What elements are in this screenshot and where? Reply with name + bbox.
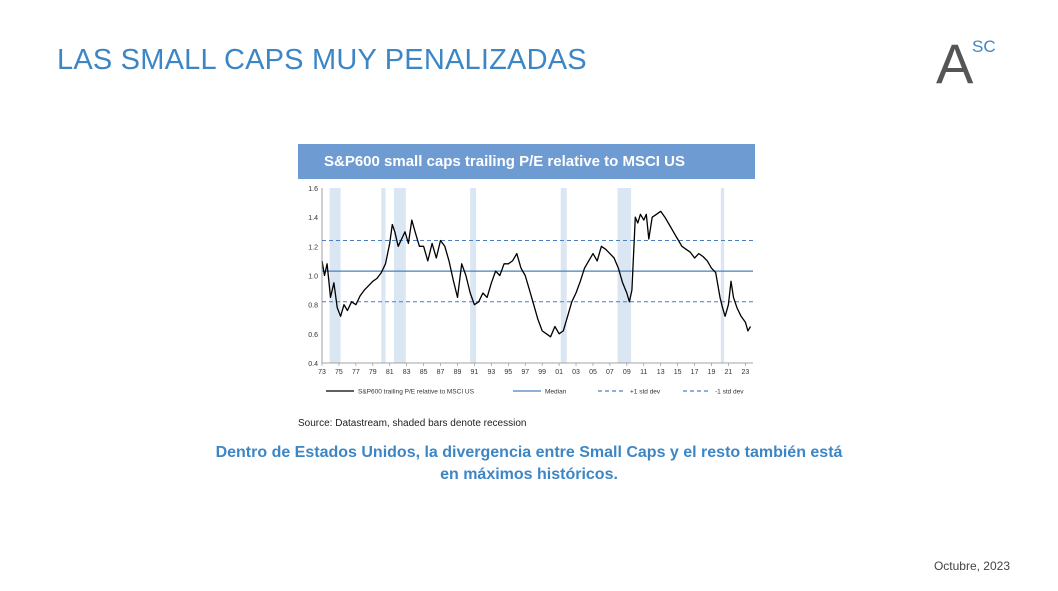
y-tick-label: 0.8 bbox=[308, 303, 318, 310]
recession-bar bbox=[329, 188, 341, 363]
legend: S&P600 trailing P/E relative to MSCI US M… bbox=[326, 389, 744, 396]
x-tick-label: 11 bbox=[640, 369, 647, 376]
logo-letter: A bbox=[936, 32, 974, 95]
pe-ratio-series-line bbox=[321, 210, 752, 338]
x-tick-label: 81 bbox=[386, 369, 394, 376]
x-tick-label: 01 bbox=[555, 369, 563, 376]
x-tick-label: 91 bbox=[471, 369, 479, 376]
legend-label: S&P600 trailing P/E relative to MSCI US bbox=[358, 389, 475, 396]
logo-superscript: SC bbox=[972, 37, 996, 56]
y-tick-label: 1.0 bbox=[308, 274, 318, 281]
x-tick-label: 87 bbox=[437, 369, 445, 376]
caption-line-1: Dentro de Estados Unidos, la divergencia… bbox=[215, 444, 843, 461]
x-tick-label: 75 bbox=[335, 369, 343, 376]
pe-ratio-chart: 0.4 0.6 0.8 1.0 1.2 1.4 1.6 73 75 77 79 81 83 85 87 89 9… bbox=[308, 186, 753, 396]
x-tick-label: 85 bbox=[420, 369, 428, 376]
y-tick-label: 1.6 bbox=[308, 186, 318, 193]
y-tick-label: 0.6 bbox=[308, 332, 318, 339]
recession-bar bbox=[381, 188, 386, 363]
x-tick-label: 89 bbox=[454, 369, 462, 376]
x-tick-label: 97 bbox=[521, 369, 529, 376]
x-tick-label: 19 bbox=[708, 369, 716, 376]
legend-label: +1 std dev bbox=[630, 389, 661, 396]
x-tick-label: 79 bbox=[369, 369, 377, 376]
x-tick-label: 95 bbox=[504, 369, 512, 376]
chart-source: Source: Datastream, shaded bars denote r… bbox=[298, 418, 527, 429]
x-tick-label: 73 bbox=[318, 369, 326, 376]
x-tick-label: 07 bbox=[606, 369, 614, 376]
recession-bars bbox=[329, 188, 725, 363]
recession-bar bbox=[560, 188, 567, 363]
chart-title: S&P600 small caps trailing P/E relative … bbox=[298, 144, 755, 179]
x-tick-label: 17 bbox=[691, 369, 699, 376]
x-tick-label: 23 bbox=[741, 369, 749, 376]
y-tick-label: 0.4 bbox=[308, 361, 318, 368]
y-tick-label: 1.2 bbox=[308, 244, 318, 251]
recession-bar bbox=[720, 188, 725, 363]
x-tick-label: 21 bbox=[725, 369, 733, 376]
x-tick-label: 83 bbox=[403, 369, 411, 376]
x-tick-label: 93 bbox=[487, 369, 495, 376]
x-tick-label: 05 bbox=[589, 369, 597, 376]
axes: 0.4 0.6 0.8 1.0 1.2 1.4 1.6 73 75 77 79 81 83 85 87 89 9… bbox=[308, 186, 753, 376]
x-tick-label: 99 bbox=[538, 369, 546, 376]
x-tick-label: 09 bbox=[623, 369, 631, 376]
slide-caption: Dentro de Estados Unidos, la divergencia… bbox=[150, 442, 908, 486]
legend-label: Median bbox=[545, 389, 567, 396]
legend-label: -1 std dev bbox=[715, 389, 744, 396]
caption-line-2: en máximos históricos. bbox=[440, 466, 618, 483]
slide-title: LAS SMALL CAPS MUY PENALIZADAS bbox=[57, 44, 587, 76]
x-tick-label: 13 bbox=[657, 369, 665, 376]
slide-date: Octubre, 2023 bbox=[933, 559, 1010, 573]
y-tick-label: 1.4 bbox=[308, 215, 318, 222]
company-logo: A SC bbox=[936, 36, 1006, 92]
reference-lines bbox=[322, 240, 753, 303]
recession-bar bbox=[470, 188, 477, 363]
recession-bar bbox=[393, 188, 406, 363]
x-tick-label: 15 bbox=[674, 369, 682, 376]
x-tick-label: 03 bbox=[572, 369, 580, 376]
series-lines bbox=[321, 210, 752, 338]
x-tick-label: 77 bbox=[352, 369, 360, 376]
recession-bar bbox=[617, 188, 632, 363]
